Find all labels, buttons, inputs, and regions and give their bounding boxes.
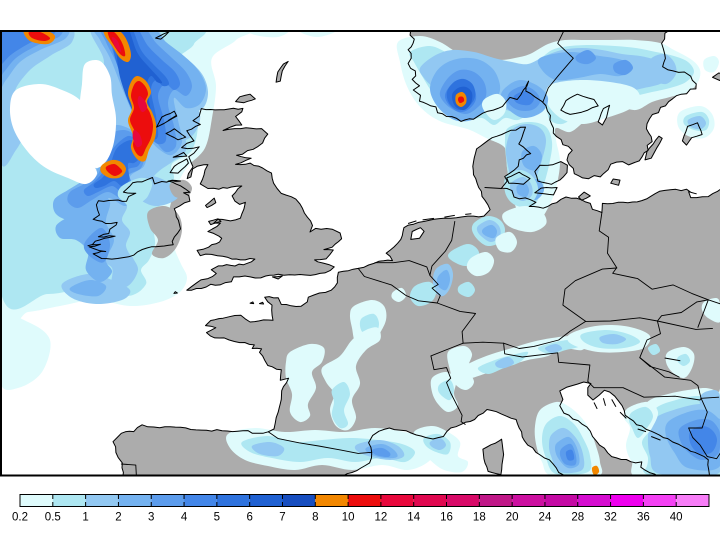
svg-text:0.5: 0.5 [45, 512, 61, 524]
svg-text:20: 20 [506, 512, 519, 524]
svg-text:10: 10 [342, 512, 355, 524]
svg-text:36: 36 [637, 512, 650, 524]
svg-text:5: 5 [214, 512, 220, 524]
svg-text:6: 6 [246, 512, 252, 524]
svg-text:28: 28 [571, 512, 584, 524]
svg-text:7: 7 [279, 512, 285, 524]
svg-text:32: 32 [604, 512, 617, 524]
svg-text:24: 24 [539, 512, 552, 524]
svg-text:4: 4 [181, 512, 188, 524]
svg-text:3: 3 [148, 512, 154, 524]
svg-text:18: 18 [473, 512, 486, 524]
svg-text:12: 12 [375, 512, 388, 524]
svg-text:2: 2 [115, 512, 121, 524]
svg-text:0.2: 0.2 [12, 512, 28, 524]
svg-text:14: 14 [407, 512, 420, 524]
svg-text:40: 40 [670, 512, 683, 524]
svg-text:16: 16 [440, 512, 453, 524]
svg-text:1: 1 [82, 512, 88, 524]
svg-text:8: 8 [312, 512, 318, 524]
